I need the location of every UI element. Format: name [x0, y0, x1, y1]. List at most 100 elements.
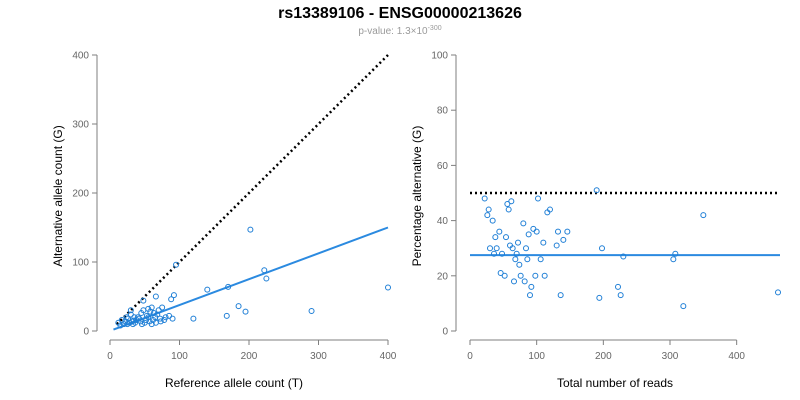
- left-data-point: [168, 296, 175, 303]
- right-data-point: [501, 272, 508, 279]
- right-data-point: [541, 272, 548, 279]
- right-data-point: [596, 294, 603, 301]
- left-data-point: [170, 292, 177, 299]
- left-data-point: [225, 283, 232, 290]
- right-data-point: [670, 256, 677, 263]
- left-data-point: [162, 314, 169, 321]
- right-data-point: [672, 250, 679, 257]
- left-scatter-plot: 0 100 200 300 400 0 100 200 300 400 Reference alle…: [51, 51, 397, 391]
- right-data-point: [485, 206, 492, 213]
- left-data-point: [143, 312, 150, 319]
- left-data-point: [261, 267, 268, 274]
- left-y-tick-label: 400: [72, 51, 89, 62]
- right-data-point: [560, 236, 567, 243]
- right-data-point: [553, 242, 560, 249]
- left-data-point: [385, 284, 391, 291]
- right-data-point: [520, 220, 527, 227]
- left-data-point: [140, 297, 147, 304]
- right-data-point: [620, 253, 627, 260]
- left-data-point: [127, 307, 134, 314]
- right-data-point: [528, 283, 535, 290]
- right-y-tick-label: 60: [437, 161, 449, 172]
- right-data-point: [532, 272, 539, 279]
- right-data-point: [555, 228, 561, 235]
- right-data-point: [517, 272, 524, 279]
- left-y-tick-label: 100: [72, 258, 89, 269]
- right-data-point: [617, 292, 624, 299]
- left-data-point: [169, 315, 176, 322]
- right-x-tick-label: 0: [467, 351, 473, 362]
- right-data-point: [493, 245, 500, 252]
- right-data-point: [523, 245, 529, 252]
- left-data-point: [157, 318, 164, 325]
- right-data-point: [512, 256, 519, 263]
- right-data-point: [509, 245, 516, 252]
- left-x-tick-label: 300: [310, 351, 327, 362]
- right-data-point: [504, 201, 511, 208]
- right-y-axis-label: Percentage alternative (G): [410, 126, 424, 267]
- right-data-point: [537, 256, 544, 263]
- right-scatter-plot: 0 100 200 300 400 0 20 40 60 80 100 Total number of…: [410, 51, 781, 390]
- left-data-point: [242, 308, 249, 315]
- right-data-point: [521, 278, 528, 285]
- right-data-point: [511, 278, 517, 285]
- left-data-point: [190, 315, 197, 322]
- left-x-tick-label: 0: [107, 351, 113, 362]
- right-data-point: [540, 239, 547, 246]
- left-y-tick-label: 300: [72, 120, 89, 131]
- right-data-point: [489, 217, 496, 224]
- right-data-point: [497, 270, 504, 277]
- right-x-tick-label: 200: [595, 351, 612, 362]
- left-data-point: [123, 314, 130, 321]
- right-data-point: [700, 212, 707, 219]
- right-x-axis-label: Total number of reads: [557, 376, 673, 390]
- left-x-axis-label: Reference allele count (T): [165, 376, 303, 390]
- right-data-point: [527, 292, 533, 299]
- left-data-point: [173, 261, 180, 268]
- right-data-point: [775, 289, 781, 296]
- right-data-point: [680, 303, 687, 310]
- right-x-tick-label: 400: [728, 351, 745, 362]
- right-data-point: [525, 231, 532, 238]
- right-x-tick-label: 300: [662, 351, 679, 362]
- right-y-tick-label: 40: [437, 216, 449, 227]
- left-data-point: [308, 307, 315, 314]
- right-data-point: [487, 245, 493, 252]
- left-data-point: [223, 312, 230, 319]
- right-data-point: [599, 245, 605, 252]
- left-x-tick-label: 100: [171, 351, 188, 362]
- right-data-point: [564, 228, 571, 235]
- right-data-point: [505, 206, 512, 213]
- chart-subtitle: p-value: 1.3×10-300: [0, 25, 800, 37]
- p-value-exponent: -300: [427, 25, 442, 32]
- left-data-point: [134, 314, 141, 321]
- left-data-point: [152, 293, 159, 300]
- left-x-tick-label: 200: [241, 351, 258, 362]
- left-y-tick-label: 0: [83, 327, 89, 338]
- right-data-point: [557, 292, 564, 299]
- right-data-point: [484, 212, 491, 219]
- right-data-point: [496, 228, 503, 235]
- left-data-point: [247, 226, 254, 233]
- right-data-point: [615, 283, 621, 290]
- left-x-tick-label: 400: [380, 351, 397, 362]
- left-data-point: [117, 322, 124, 329]
- left-data-point: [263, 275, 270, 282]
- right-data-point: [492, 234, 499, 241]
- left-data-point: [159, 304, 166, 311]
- left-data-point: [204, 286, 211, 293]
- right-y-tick-label: 80: [437, 106, 449, 117]
- left-reference-line: [116, 54, 389, 325]
- right-data-point: [516, 261, 523, 268]
- right-data-point: [481, 195, 488, 202]
- right-data-point: [593, 187, 600, 194]
- left-y-axis-label: Alternative allele count (G): [51, 125, 65, 266]
- right-data-point: [515, 239, 521, 246]
- right-data-point: [499, 250, 505, 257]
- right-y-tick-label: 100: [431, 51, 448, 62]
- p-value-text: p-value: 1.3×10: [358, 26, 428, 37]
- right-data-point: [547, 206, 553, 213]
- right-data-point: [530, 225, 537, 232]
- right-y-tick-label: 0: [442, 327, 448, 338]
